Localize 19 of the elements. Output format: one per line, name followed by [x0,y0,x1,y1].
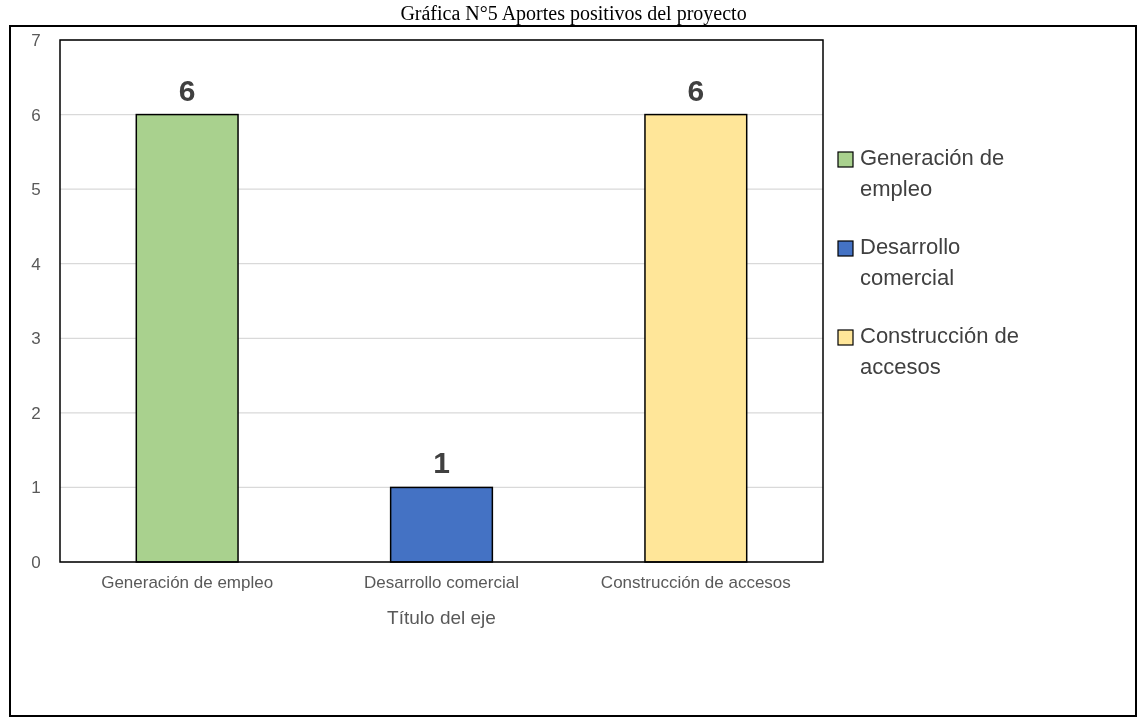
data-label: 6 [687,73,705,107]
chart-title: Gráfica N°5 Aportes positivos del proyecto [400,2,747,25]
x-tick-label: Generación de empleo [101,573,274,592]
data-label: 1 [433,446,450,480]
y-tick-label: 1 [31,478,41,498]
legend-label: Generación de empleo [860,145,1005,201]
legend-label: Desarrollo comercial [860,234,961,290]
data-label: 6 [178,73,196,107]
y-tick-label: 4 [31,254,41,274]
y-tick-label: 2 [31,403,41,423]
x-tick-label: Desarrollo comercial [364,573,519,592]
x-axis-title: Título del eje [387,607,496,628]
y-tick-label: 7 [31,30,41,50]
y-tick-label: 0 [31,552,41,572]
y-tick-label: 6 [31,105,41,125]
y-tick-label: 3 [31,329,41,349]
x-tick-label: Construcción de accesos [600,573,791,592]
legend-label: Construcción de accesos [860,323,1019,379]
y-tick-label: 5 [31,180,41,200]
